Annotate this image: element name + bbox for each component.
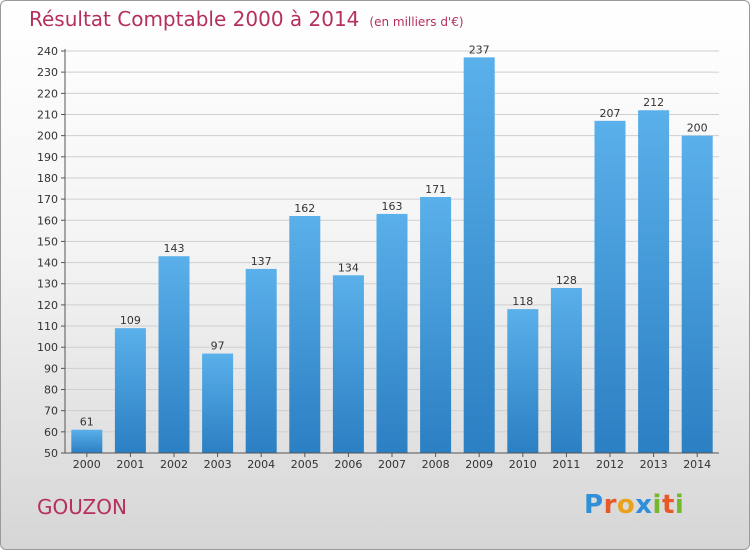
y-tick-label: 220	[37, 87, 58, 100]
bar	[332, 275, 364, 453]
bar-value-label: 97	[211, 340, 225, 353]
y-tick-label: 170	[37, 193, 58, 206]
y-tick-label: 110	[37, 320, 58, 333]
bar	[638, 110, 670, 454]
bar	[245, 268, 277, 453]
bar-value-label: 137	[251, 255, 272, 268]
x-tick-label: 2012	[596, 458, 624, 471]
y-tick-label: 60	[44, 426, 58, 439]
bar-value-label: 171	[425, 183, 446, 196]
y-tick-label: 130	[37, 278, 58, 291]
bar	[420, 196, 452, 453]
y-tick-label: 200	[37, 130, 58, 143]
chart-title: Résultat Comptable 2000 à 2014	[29, 7, 360, 31]
logo-letter: i	[652, 490, 662, 520]
bar-value-label: 162	[294, 202, 315, 215]
y-tick-label: 210	[37, 108, 58, 121]
x-tick-label: 2010	[509, 458, 537, 471]
bar-value-label: 61	[80, 416, 94, 429]
bar-value-label: 200	[687, 122, 708, 135]
logo-letter: r	[603, 490, 617, 520]
x-tick-label: 2008	[422, 458, 450, 471]
y-tick-label: 180	[37, 172, 58, 185]
bar	[507, 309, 539, 453]
logo-letter: i	[674, 490, 685, 520]
y-tick-label: 240	[37, 45, 58, 58]
x-tick-label: 2001	[116, 458, 144, 471]
logo-letter: P	[584, 490, 604, 520]
bar	[594, 120, 626, 454]
logo-letter: t	[661, 490, 675, 520]
bar-value-label: 143	[164, 242, 185, 255]
bar-value-label: 163	[382, 200, 403, 213]
bar	[202, 353, 234, 453]
proxiti-logo: Proxiti	[584, 490, 684, 520]
commune-name: GOUZON	[37, 495, 127, 519]
chart-title-line: Résultat Comptable 2000 à 2014 (en millie…	[29, 7, 464, 31]
bar-value-label: 118	[512, 295, 533, 308]
y-tick-label: 50	[44, 447, 58, 460]
bar	[158, 256, 190, 453]
y-tick-label: 80	[44, 384, 58, 397]
x-tick-label: 2002	[160, 458, 188, 471]
y-tick-label: 230	[37, 66, 58, 79]
axes: 50 60 70 80 90 100 110 120 130 140 150 160 170 180 190…	[37, 45, 719, 471]
bar-value-label: 134	[338, 261, 359, 274]
x-tick-label: 2005	[291, 458, 319, 471]
x-tick-label: 2013	[640, 458, 668, 471]
y-tick-label: 160	[37, 214, 58, 227]
bar	[463, 57, 495, 453]
x-tick-label: 2014	[683, 458, 711, 471]
bar-series: 61 109 143 97 137 162 134 163 171 237 118 128 207 212…	[71, 43, 713, 454]
x-tick-label: 2000	[73, 458, 101, 471]
x-tick-label: 2007	[378, 458, 406, 471]
y-tick-label: 120	[37, 299, 58, 312]
logo-letter: x	[635, 490, 653, 520]
x-tick-label: 2003	[204, 458, 232, 471]
y-tick-label: 100	[37, 341, 58, 354]
bar	[376, 213, 408, 453]
bar	[289, 216, 321, 453]
bar-value-label: 212	[643, 96, 664, 109]
bar	[114, 328, 146, 453]
y-tick-label: 90	[44, 362, 58, 375]
y-tick-label: 140	[37, 257, 58, 270]
bar-value-label: 207	[600, 107, 621, 120]
y-tick-label: 70	[44, 405, 58, 418]
bar	[550, 287, 582, 453]
x-tick-label: 2006	[334, 458, 362, 471]
y-tick-label: 150	[37, 235, 58, 248]
x-tick-label: 2009	[465, 458, 493, 471]
bar-value-label: 109	[120, 314, 141, 327]
y-tick-label: 190	[37, 151, 58, 164]
bar	[681, 135, 713, 453]
chart-unit-label: (en milliers d'€)	[369, 15, 464, 29]
bar-value-label: 128	[556, 274, 577, 287]
x-tick-label: 2004	[247, 458, 275, 471]
bar-value-label: 237	[469, 43, 490, 56]
bar	[71, 429, 103, 453]
x-tick-label: 2011	[552, 458, 580, 471]
logo-letter: o	[616, 490, 636, 520]
